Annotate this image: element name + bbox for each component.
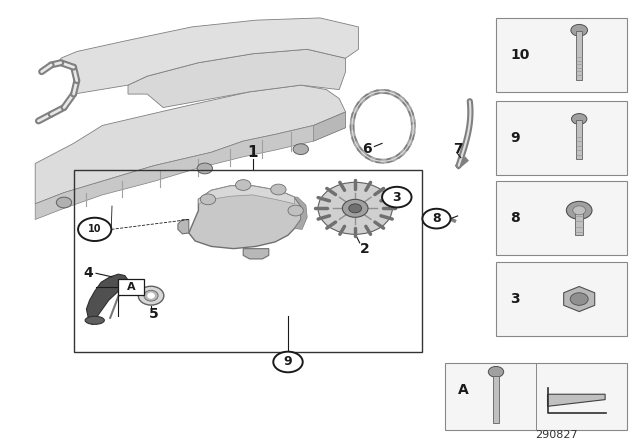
Circle shape	[422, 209, 451, 228]
Text: 6: 6	[362, 142, 372, 156]
Circle shape	[566, 202, 592, 220]
Bar	[118, 279, 144, 295]
Text: 9: 9	[510, 131, 520, 145]
Bar	[493, 376, 499, 423]
Bar	[575, 211, 583, 236]
Polygon shape	[564, 287, 595, 312]
Circle shape	[488, 366, 504, 377]
Polygon shape	[294, 197, 307, 229]
Text: 1: 1	[248, 145, 258, 160]
Text: 3: 3	[510, 292, 520, 306]
Bar	[576, 31, 582, 80]
Polygon shape	[128, 49, 346, 108]
Bar	[496, 18, 627, 92]
Text: A: A	[458, 383, 468, 397]
Ellipse shape	[144, 290, 158, 301]
Circle shape	[197, 163, 212, 174]
Circle shape	[571, 24, 588, 36]
Circle shape	[288, 205, 303, 216]
Polygon shape	[314, 112, 346, 141]
Text: A: A	[127, 282, 136, 292]
Text: 5: 5	[148, 307, 159, 322]
Polygon shape	[86, 274, 128, 325]
Circle shape	[271, 184, 286, 195]
Bar	[496, 181, 627, 255]
Polygon shape	[61, 18, 358, 94]
Text: 290827: 290827	[536, 430, 578, 440]
Bar	[576, 120, 582, 159]
Text: 3: 3	[392, 190, 401, 204]
Polygon shape	[243, 249, 269, 259]
Ellipse shape	[147, 293, 155, 299]
Polygon shape	[548, 394, 605, 406]
Circle shape	[78, 218, 111, 241]
Circle shape	[56, 197, 72, 208]
Circle shape	[572, 114, 587, 124]
Circle shape	[293, 144, 308, 155]
Circle shape	[349, 204, 362, 213]
Circle shape	[570, 293, 588, 306]
Polygon shape	[189, 186, 301, 249]
Polygon shape	[35, 85, 346, 204]
Circle shape	[273, 352, 303, 372]
Circle shape	[236, 180, 251, 190]
Bar	[496, 262, 627, 336]
Polygon shape	[178, 220, 189, 234]
Text: 8: 8	[432, 212, 441, 225]
Bar	[496, 101, 627, 175]
Text: 7: 7	[452, 142, 463, 156]
Circle shape	[382, 187, 412, 207]
Bar	[74, 170, 422, 352]
Text: 8: 8	[510, 211, 520, 225]
Text: 10: 10	[88, 224, 102, 234]
Ellipse shape	[138, 286, 164, 305]
Text: 4: 4	[83, 266, 93, 280]
Circle shape	[318, 182, 392, 234]
Text: 2: 2	[360, 241, 370, 256]
Circle shape	[342, 199, 368, 217]
Text: 9: 9	[284, 355, 292, 369]
Bar	[445, 363, 627, 430]
Text: 10: 10	[510, 48, 529, 62]
Circle shape	[573, 206, 586, 215]
Polygon shape	[198, 186, 294, 204]
Circle shape	[200, 194, 216, 205]
Polygon shape	[35, 112, 346, 220]
Ellipse shape	[85, 316, 104, 324]
